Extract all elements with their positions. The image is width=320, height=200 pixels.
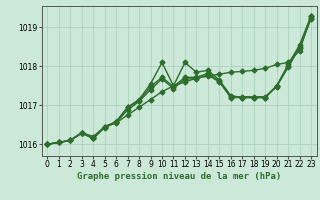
X-axis label: Graphe pression niveau de la mer (hPa): Graphe pression niveau de la mer (hPa) (77, 172, 281, 181)
